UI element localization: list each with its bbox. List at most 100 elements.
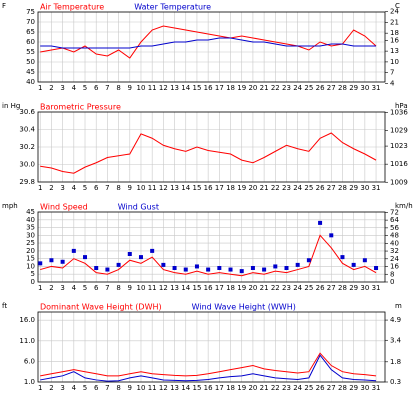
x-tick-label: 21 [260, 84, 269, 92]
x-tick-label: 18 [226, 84, 235, 92]
y-tick-label: 30.0 [19, 161, 35, 169]
marker [329, 233, 334, 238]
x-tick-label: 31 [372, 84, 381, 92]
x-tick-label: 3 [60, 84, 64, 92]
y2-tick-label: 72 [390, 208, 399, 216]
y2-tick-label: 32 [390, 247, 399, 255]
x-tick-label: 31 [372, 284, 381, 292]
x-tick-label: 8 [116, 384, 120, 392]
x-tick-label: 17 [215, 384, 224, 392]
y-tick-label: 20 [26, 247, 35, 255]
marker [49, 258, 54, 263]
marker [116, 262, 121, 267]
legend-label: Wind Gust [118, 203, 159, 212]
series-line [40, 354, 377, 382]
x-tick-label: 5 [83, 184, 87, 192]
x-tick-label: 5 [83, 284, 87, 292]
x-tick-label: 30 [360, 284, 369, 292]
x-tick-label: 9 [128, 284, 132, 292]
y2-tick-label: 8 [390, 270, 394, 278]
y-tick-label: 16.0 [19, 316, 35, 324]
y2-axis-label: C [395, 2, 400, 10]
y-tick-label: 75 [26, 8, 35, 16]
y-tick-label: 55 [26, 48, 35, 56]
marker [161, 262, 166, 267]
x-tick-label: 25 [304, 184, 313, 192]
x-tick-label: 19 [237, 84, 246, 92]
x-tick-label: 9 [128, 84, 132, 92]
x-tick-label: 15 [192, 284, 201, 292]
y2-tick-label: 1036 [390, 109, 408, 117]
x-tick-label: 21 [260, 284, 269, 292]
x-tick-label: 11 [148, 384, 157, 392]
plot-frame [37, 11, 386, 83]
x-tick-label: 24 [293, 84, 302, 92]
y2-tick-label: 21 [390, 18, 399, 26]
x-tick-label: 25 [304, 84, 313, 92]
plot-frame [37, 211, 386, 283]
x-tick-label: 15 [192, 84, 201, 92]
series-line [40, 132, 377, 174]
y2-tick-label: 0 [390, 278, 394, 286]
y2-tick-label: 0.3 [390, 378, 401, 386]
y-tick-label: 29.8 [19, 178, 35, 186]
x-tick-label: 28 [338, 84, 347, 92]
x-tick-label: 27 [327, 284, 336, 292]
y-tick-label: 70 [26, 18, 35, 26]
x-tick-label: 26 [316, 84, 325, 92]
marker [105, 267, 110, 272]
marker [228, 267, 233, 272]
y2-tick-label: 18 [390, 29, 399, 37]
x-tick-label: 17 [215, 84, 224, 92]
y2-tick-label: 13 [390, 47, 399, 55]
x-tick-label: 29 [349, 84, 358, 92]
y2-tick-label: 24 [390, 255, 399, 263]
y-tick-label: 11.0 [19, 337, 35, 345]
x-tick-label: 27 [327, 384, 336, 392]
x-tick-label: 22 [271, 384, 280, 392]
y2-axis-label: m [395, 302, 402, 310]
x-tick-label: 1 [38, 84, 42, 92]
y2-tick-label: 48 [390, 232, 399, 240]
x-tick-label: 11 [148, 84, 157, 92]
y2-tick-label: 4 [390, 79, 395, 87]
y-tick-label: 15 [26, 255, 35, 263]
marker [94, 266, 99, 270]
y-tick-label: 30.2 [19, 143, 35, 151]
x-tick-label: 22 [271, 184, 280, 192]
x-tick-label: 4 [72, 84, 77, 92]
y2-tick-label: 4.9 [390, 316, 401, 324]
y-tick-label: 35 [26, 224, 35, 232]
marker [295, 262, 300, 267]
x-tick-label: 11 [148, 184, 157, 192]
x-tick-label: 7 [105, 84, 109, 92]
x-tick-label: 4 [72, 284, 77, 292]
marker [239, 269, 244, 274]
marker [217, 266, 222, 270]
x-tick-label: 14 [181, 384, 190, 392]
x-tick-label: 1 [38, 284, 42, 292]
x-tick-label: 19 [237, 284, 246, 292]
y2-tick-label: 24 [390, 8, 399, 16]
x-tick-label: 20 [248, 184, 257, 192]
x-tick-label: 24 [293, 384, 302, 392]
x-tick-label: 1 [38, 384, 42, 392]
x-tick-label: 15 [192, 184, 201, 192]
y-axis-label: ft [2, 302, 7, 310]
y2-tick-label: 1029 [390, 127, 408, 135]
y-tick-label: 5 [31, 270, 35, 278]
x-tick-label: 7 [105, 184, 109, 192]
y2-tick-label: 1009 [390, 178, 408, 186]
x-tick-label: 25 [304, 284, 313, 292]
x-tick-label: 15 [192, 384, 201, 392]
x-tick-label: 9 [128, 184, 132, 192]
y-tick-label: 10 [26, 262, 35, 270]
legend-label: Water Temperature [134, 3, 211, 12]
marker [306, 258, 311, 263]
series-line [40, 37, 377, 49]
marker [38, 261, 43, 266]
x-tick-label: 27 [327, 184, 336, 192]
x-tick-label: 9 [128, 384, 132, 392]
x-tick-label: 2 [49, 384, 53, 392]
y2-tick-label: 1016 [390, 160, 408, 168]
